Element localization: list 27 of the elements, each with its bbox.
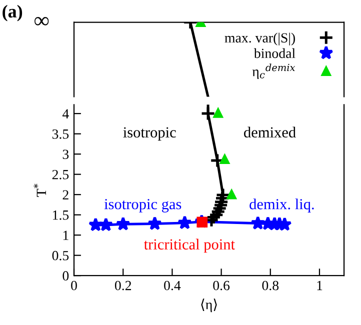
x-tick-label: 0 [71,280,77,290]
y-tick-label: 0.5 [52,250,69,260]
text: ∞ [34,16,49,26]
legend-label: max. var(|S|) [224,32,295,46]
x-tick-label: 0.2 [114,280,132,290]
x-tick-label: 0.6 [213,280,230,290]
y-tick-label: 4 [62,109,69,118]
y-axis-title: T$^{*}$ [34,184,46,197]
annotation: demix. liq. [250,198,314,212]
annotation: demixed [244,126,296,138]
x-tick-label: 0.4 [164,280,181,290]
text: (a) [2,4,22,22]
annotation: isotropic gas [104,199,182,212]
y-tick-label: 1.5 [53,210,69,220]
legend-label: η$_{c}$$^{demix}$ [252,64,296,80]
y-tick-label: 0 [62,271,69,281]
y-tick-label: 3.5 [52,129,69,139]
y-tick-label: 3 [62,150,69,160]
x-tick-label: 1 [317,280,322,290]
y-tick-label: 1 [63,230,68,240]
legend-label: binodal [254,48,296,58]
y-tick-label: 2 [62,190,68,200]
annotation: isotropic [123,127,176,141]
y-tick-label: 2.5 [52,170,69,180]
annotation: tricritical point [144,238,235,253]
x-tick-label: 0.8 [262,280,279,290]
x-axis-title: ⟨η⟩ [201,298,217,312]
